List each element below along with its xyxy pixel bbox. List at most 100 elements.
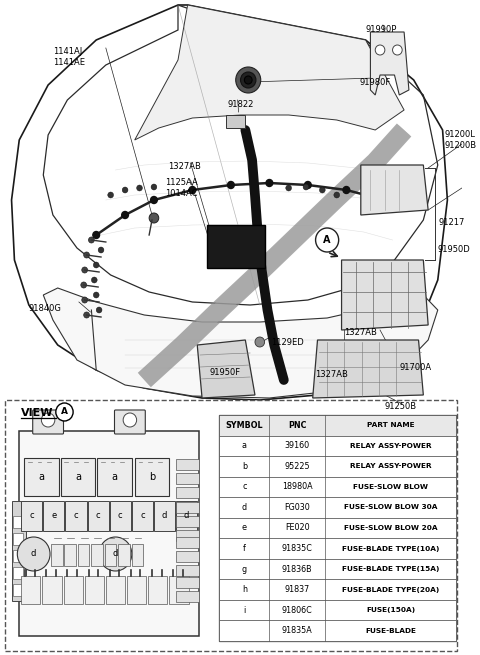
Circle shape bbox=[84, 312, 89, 318]
Bar bbox=[219, 580, 456, 600]
Bar bbox=[219, 477, 456, 497]
Text: b: b bbox=[149, 472, 155, 482]
Circle shape bbox=[93, 292, 99, 298]
Text: 91822: 91822 bbox=[227, 100, 253, 109]
Text: 1141AJ
1141AE: 1141AJ 1141AE bbox=[53, 47, 85, 67]
Bar bbox=[5, 400, 457, 651]
Circle shape bbox=[122, 212, 129, 219]
Polygon shape bbox=[342, 260, 428, 330]
Circle shape bbox=[240, 72, 256, 88]
Circle shape bbox=[91, 277, 97, 283]
Circle shape bbox=[82, 267, 87, 273]
Bar bbox=[60, 458, 95, 496]
Text: A: A bbox=[324, 235, 331, 245]
Circle shape bbox=[319, 187, 325, 193]
Text: FUSE-SLOW BLOW 30A: FUSE-SLOW BLOW 30A bbox=[344, 504, 437, 510]
Bar bbox=[176, 551, 199, 562]
Text: a: a bbox=[242, 441, 247, 451]
Bar bbox=[176, 473, 199, 484]
Circle shape bbox=[82, 297, 87, 303]
Text: 91950F: 91950F bbox=[210, 368, 241, 377]
Bar bbox=[148, 576, 168, 604]
Bar bbox=[21, 576, 40, 604]
Bar bbox=[13, 516, 23, 528]
Text: 91700A: 91700A bbox=[399, 363, 432, 372]
Circle shape bbox=[286, 185, 291, 191]
Text: h: h bbox=[242, 585, 247, 594]
Circle shape bbox=[382, 196, 388, 204]
Bar bbox=[132, 501, 153, 531]
Circle shape bbox=[151, 184, 157, 190]
Text: RELAY ASSY-POWER: RELAY ASSY-POWER bbox=[350, 463, 432, 470]
Text: 95225: 95225 bbox=[285, 462, 310, 471]
Circle shape bbox=[304, 181, 311, 189]
Bar bbox=[78, 544, 89, 566]
Bar bbox=[84, 576, 104, 604]
Text: 91806C: 91806C bbox=[282, 606, 312, 614]
Text: g: g bbox=[242, 565, 247, 574]
Text: 91250B: 91250B bbox=[385, 402, 417, 411]
Polygon shape bbox=[207, 225, 264, 268]
Bar bbox=[219, 415, 456, 641]
Bar bbox=[176, 501, 197, 531]
Text: c: c bbox=[96, 512, 100, 521]
Bar bbox=[51, 544, 62, 566]
Circle shape bbox=[108, 192, 114, 198]
Circle shape bbox=[99, 537, 132, 571]
Text: 91837: 91837 bbox=[285, 585, 310, 594]
Bar bbox=[176, 537, 199, 548]
Bar bbox=[24, 458, 59, 496]
Bar bbox=[105, 544, 117, 566]
Polygon shape bbox=[371, 32, 409, 95]
Circle shape bbox=[255, 337, 264, 347]
Circle shape bbox=[236, 67, 261, 93]
Bar bbox=[219, 497, 456, 517]
Text: PART NAME: PART NAME bbox=[367, 422, 414, 428]
Text: b: b bbox=[242, 462, 247, 471]
Bar bbox=[219, 517, 456, 538]
Circle shape bbox=[41, 413, 55, 427]
Text: e: e bbox=[242, 523, 247, 533]
Text: e: e bbox=[51, 512, 57, 521]
Polygon shape bbox=[226, 115, 245, 128]
Text: FE020: FE020 bbox=[285, 523, 310, 533]
Text: 91840G: 91840G bbox=[29, 304, 62, 313]
Text: 1327AB: 1327AB bbox=[315, 370, 348, 379]
Text: 91980F: 91980F bbox=[360, 78, 391, 87]
Bar bbox=[64, 544, 76, 566]
Bar bbox=[154, 501, 175, 531]
Circle shape bbox=[151, 196, 157, 204]
Text: d: d bbox=[242, 503, 247, 512]
Text: FUSE-BLADE TYPE(20A): FUSE-BLADE TYPE(20A) bbox=[342, 587, 439, 593]
Text: d: d bbox=[31, 550, 36, 559]
Text: 91836B: 91836B bbox=[282, 565, 312, 574]
Bar bbox=[176, 591, 199, 602]
Text: 91835A: 91835A bbox=[282, 626, 312, 635]
Text: FUSE-SLOW BLOW 20A: FUSE-SLOW BLOW 20A bbox=[344, 525, 437, 531]
Bar bbox=[42, 576, 61, 604]
Circle shape bbox=[93, 231, 99, 238]
Text: c: c bbox=[242, 483, 247, 491]
Circle shape bbox=[122, 187, 128, 193]
Bar bbox=[219, 436, 456, 456]
Circle shape bbox=[123, 413, 137, 427]
Text: a: a bbox=[111, 472, 118, 482]
Text: VIEW: VIEW bbox=[21, 408, 54, 418]
Circle shape bbox=[96, 307, 102, 313]
Polygon shape bbox=[43, 288, 438, 398]
Text: A: A bbox=[61, 407, 68, 417]
Bar bbox=[127, 576, 146, 604]
Bar bbox=[169, 576, 189, 604]
Text: 39160: 39160 bbox=[285, 441, 310, 451]
Text: RELAY ASSY-POWER: RELAY ASSY-POWER bbox=[350, 443, 432, 449]
Bar bbox=[110, 501, 131, 531]
Bar bbox=[106, 576, 125, 604]
Circle shape bbox=[266, 179, 273, 187]
Circle shape bbox=[81, 282, 86, 288]
Text: 91990P: 91990P bbox=[366, 25, 397, 34]
Circle shape bbox=[84, 252, 89, 258]
Bar bbox=[65, 501, 86, 531]
Bar bbox=[219, 456, 456, 477]
Text: c: c bbox=[140, 512, 144, 521]
FancyBboxPatch shape bbox=[33, 410, 63, 434]
